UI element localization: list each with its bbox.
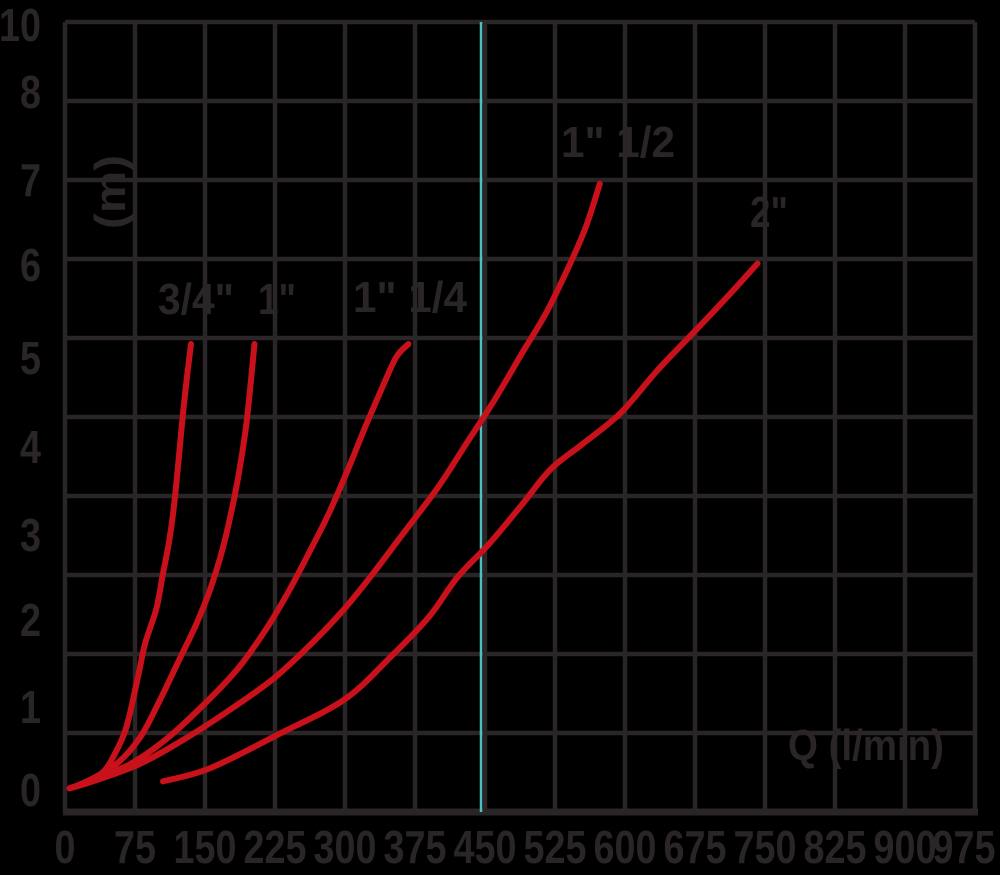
y-tick-label: 6 bbox=[20, 239, 41, 291]
y-tick-label: 0 bbox=[20, 764, 41, 816]
x-tick-label: 825 bbox=[804, 821, 867, 873]
y-tick-label: 1 bbox=[20, 681, 41, 733]
y-axis-title: (m) bbox=[86, 155, 135, 229]
x-tick-label: 750 bbox=[734, 821, 797, 873]
y-tick-label: 5 bbox=[20, 332, 41, 384]
x-tick-label: 150 bbox=[174, 821, 237, 873]
curve-2- bbox=[160, 260, 761, 785]
x-tick-label: 600 bbox=[594, 821, 657, 873]
x-tick-label: 375 bbox=[384, 821, 447, 873]
x-tick-label: 0 bbox=[55, 821, 76, 873]
curve-label-2-: 2" bbox=[750, 188, 788, 237]
x-axis-title: Q (l/min) bbox=[788, 721, 944, 770]
y-tick-label: 3 bbox=[20, 509, 41, 561]
x-tick-label: 300 bbox=[314, 821, 377, 873]
x-tick-label: 225 bbox=[244, 821, 307, 873]
x-tick-label: 975 bbox=[933, 821, 996, 873]
x-tick-label: 675 bbox=[664, 821, 727, 873]
curve-label-1-1-4: 1" 1/4 bbox=[353, 273, 467, 322]
y-tick-label: 4 bbox=[20, 421, 41, 473]
x-tick-label: 900 bbox=[874, 821, 937, 873]
curve-1- bbox=[66, 341, 258, 792]
y-tick-label: 8 bbox=[20, 66, 41, 118]
x-tick-label: 450 bbox=[454, 821, 517, 873]
curve-label-1-1-2: 1" 1/2 bbox=[561, 118, 675, 167]
curve-1-1-2 bbox=[66, 180, 603, 792]
y-tick-label: 7 bbox=[20, 154, 41, 206]
curve-1-1-4 bbox=[66, 341, 412, 792]
x-tick-label: 75 bbox=[114, 821, 156, 873]
x-tick-label: 525 bbox=[524, 821, 587, 873]
y-tick-label: 10 bbox=[0, 0, 41, 51]
y-tick-label: 2 bbox=[20, 594, 41, 646]
curve-label-3-4-: 3/4" bbox=[158, 275, 234, 324]
curve-label-1-: 1" bbox=[258, 275, 296, 324]
curve-3-4- bbox=[66, 341, 194, 792]
